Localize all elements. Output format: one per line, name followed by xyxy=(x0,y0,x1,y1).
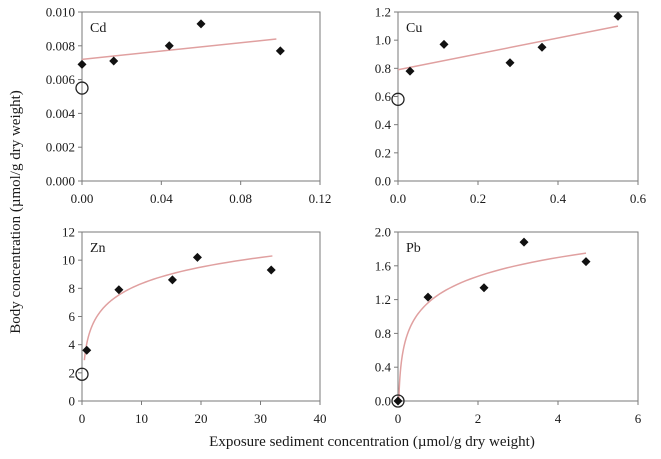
data-point xyxy=(192,252,202,262)
y-tick-label: 0.4 xyxy=(375,117,392,132)
y-tick-label: 0.2 xyxy=(375,145,391,160)
y-tick-label: 2.0 xyxy=(375,225,391,240)
y-tick-label: 0.8 xyxy=(375,61,391,76)
y-tick-label: 1.2 xyxy=(375,292,391,307)
y-tick-label: 0.004 xyxy=(46,106,76,121)
y-tick-label: 0.006 xyxy=(46,72,76,87)
data-point xyxy=(275,46,285,56)
x-tick-label: 30 xyxy=(254,411,267,426)
y-tick-label: 10 xyxy=(62,253,75,268)
y-tick-label: 0.010 xyxy=(46,5,75,20)
y-tick-label: 0 xyxy=(69,394,76,409)
y-tick-label: 0.008 xyxy=(46,38,75,53)
y-tick-label: 6 xyxy=(69,309,76,324)
x-tick-label: 0.0 xyxy=(390,191,406,206)
plot-frame xyxy=(81,11,321,182)
x-tick-label: 20 xyxy=(195,411,208,426)
y-tick-label: 12 xyxy=(62,225,75,240)
x-tick-label: 10 xyxy=(135,411,148,426)
fit-curve xyxy=(398,252,587,402)
x-tick-label: 2 xyxy=(475,411,482,426)
x-tick-label: 0.2 xyxy=(470,191,486,206)
fit-curve xyxy=(397,25,619,71)
panel-label: Cu xyxy=(406,21,422,36)
data-point xyxy=(82,345,92,355)
data-point xyxy=(167,275,177,285)
y-tick-label: 1.2 xyxy=(375,5,391,20)
x-tick-label: 0.08 xyxy=(229,191,252,206)
panel-label: Pb xyxy=(406,241,421,256)
data-point xyxy=(164,41,174,51)
panel-label: Cd xyxy=(90,21,106,36)
y-tick-label: 0.0 xyxy=(375,174,391,189)
panel-cu: 0.0 0.2 0.4 0.6 0.8 1.0 1.2 0.0 0.2 0.4 0.6 Cu xyxy=(375,5,647,207)
x-axis-title: Exposure sediment concentration (µmol/g … xyxy=(209,434,535,450)
data-point xyxy=(114,285,124,295)
x-tick-label: 0.00 xyxy=(71,191,94,206)
y-tick-label: 1.0 xyxy=(375,33,391,48)
data-point xyxy=(109,56,119,66)
x-tick-label: 0.04 xyxy=(150,191,173,206)
control-point xyxy=(75,81,89,95)
panel-zn: 0 2 4 6 8 10 12 0 10 20 30 40 Zn xyxy=(62,225,327,427)
x-tick-label: 40 xyxy=(314,411,327,426)
x-tick-label: 0.4 xyxy=(550,191,567,206)
x-tick-label: 0.6 xyxy=(630,191,647,206)
y-tick-label: 0.6 xyxy=(375,89,392,104)
data-point xyxy=(266,265,276,275)
x-tick-label: 0.12 xyxy=(309,191,332,206)
y-tick-label: 2 xyxy=(69,365,76,380)
control-point xyxy=(75,367,89,381)
control-point xyxy=(391,92,405,106)
data-point xyxy=(505,58,515,68)
data-point xyxy=(581,257,591,267)
plot-frame xyxy=(397,231,639,402)
data-point xyxy=(196,19,206,29)
y-tick-label: 4 xyxy=(69,337,76,352)
y-tick-label: 1.6 xyxy=(375,258,392,273)
panel-cd: 0.000 0.002 0.004 0.006 0.008 0.010 0.00 0.04 0.… xyxy=(46,5,332,207)
x-tick-label: 0 xyxy=(79,411,86,426)
fit-curve xyxy=(81,38,277,61)
x-tick-label: 4 xyxy=(555,411,562,426)
plot-frame xyxy=(397,11,639,182)
y-tick-label: 0.8 xyxy=(375,326,391,341)
data-point xyxy=(423,292,433,302)
data-point xyxy=(393,396,403,406)
fit-curve xyxy=(83,255,273,361)
y-tick-label: 8 xyxy=(69,281,76,296)
control-point xyxy=(391,394,405,408)
y-axis-title: Body concentration (µmol/g dry weight) xyxy=(8,90,24,334)
data-point xyxy=(439,39,449,49)
data-point xyxy=(519,237,529,247)
x-tick-label: 0 xyxy=(395,411,402,426)
y-tick-label: 0.4 xyxy=(375,360,392,375)
y-tick-label: 0.002 xyxy=(46,140,75,155)
y-tick-label: 0.000 xyxy=(46,174,75,189)
y-tick-label: 0.0 xyxy=(375,394,391,409)
data-point xyxy=(77,59,87,69)
x-tick-label: 6 xyxy=(635,411,642,426)
data-point xyxy=(479,283,489,293)
data-point xyxy=(537,42,547,52)
panel-label: Zn xyxy=(90,241,106,256)
panel-pb: 0.0 0.4 0.8 1.2 1.6 2.0 0 2 4 6 Pb xyxy=(375,225,642,427)
data-point xyxy=(405,66,415,76)
data-point xyxy=(613,11,623,21)
